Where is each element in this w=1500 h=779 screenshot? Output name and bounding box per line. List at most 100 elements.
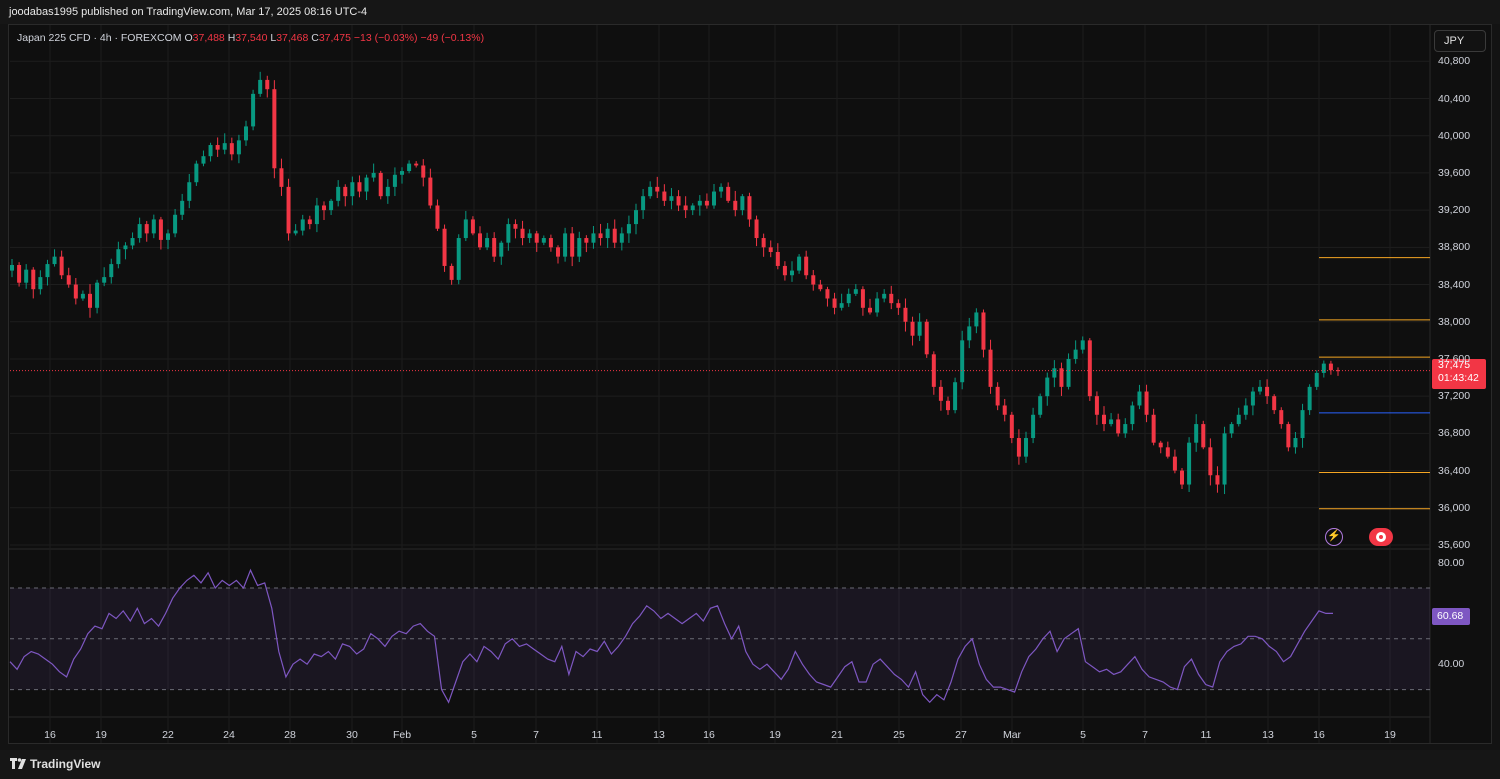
candle-body: [456, 238, 461, 280]
candle-body: [804, 256, 809, 276]
publisher-text: joodabas1995 published on TradingView.co…: [9, 6, 368, 18]
candle-body: [960, 340, 965, 383]
candle-body: [1165, 447, 1170, 457]
time-tick-label: 19: [769, 729, 781, 741]
candle-body: [24, 269, 29, 283]
candle-body: [492, 238, 497, 257]
currency-button[interactable]: JPY: [1434, 30, 1486, 52]
footer-brand: TradingView: [30, 757, 101, 771]
publisher-bar: joodabas1995 published on TradingView.co…: [0, 0, 1500, 24]
candle-body: [88, 293, 92, 308]
candle-body: [527, 233, 532, 239]
candle-body: [166, 233, 170, 240]
price-tick-label: 39,200: [1438, 204, 1471, 217]
price-tick-label: 37,200: [1438, 390, 1471, 403]
candle-body: [470, 219, 475, 234]
candle-body: [1016, 438, 1021, 457]
time-tick-label: 25: [893, 729, 905, 741]
candle-body: [392, 174, 397, 187]
candle-body: [109, 264, 114, 278]
candle-body: [1336, 370, 1340, 372]
candle-body: [364, 177, 369, 192]
candle-body: [258, 79, 263, 94]
candle-body: [818, 284, 823, 290]
candle-body: [1265, 386, 1270, 397]
time-tick-label: 11: [591, 729, 603, 741]
candle-body: [173, 214, 178, 234]
candle-body: [17, 265, 22, 283]
candle-body: [563, 233, 568, 257]
candle-body: [73, 284, 78, 299]
candle-body: [988, 349, 993, 387]
candle-body: [442, 228, 447, 266]
candle-body: [1321, 363, 1326, 373]
time-tick-label: 27: [955, 729, 967, 741]
candle-body: [1293, 438, 1298, 448]
candle-body: [889, 293, 894, 304]
record-icon[interactable]: [1369, 528, 1393, 546]
candle-body: [1194, 424, 1199, 443]
candle-body: [782, 265, 787, 276]
candle-body: [882, 293, 887, 299]
candle-body: [726, 186, 731, 201]
candle-body: [506, 224, 511, 243]
candle-body: [66, 275, 71, 285]
candle-body: [520, 228, 525, 239]
candle-body: [1243, 405, 1248, 415]
candle-body: [1158, 442, 1163, 448]
candle-body: [201, 156, 206, 164]
candle-body: [265, 79, 270, 90]
candle-body: [158, 219, 163, 240]
price-tick-label: 38,400: [1438, 278, 1471, 291]
candle-body: [917, 321, 922, 336]
time-tick-label: 19: [95, 729, 107, 741]
candle-body: [676, 196, 681, 206]
candle-body: [329, 200, 334, 211]
price-tick-label: 35,600: [1438, 539, 1471, 551]
candle-body: [137, 224, 142, 239]
candle-body: [591, 233, 596, 243]
rsi-line: [9, 568, 1333, 704]
candle-body: [697, 200, 702, 206]
candle-body: [1024, 438, 1028, 457]
candle-body: [229, 143, 234, 155]
lightning-icon[interactable]: ⚡: [1325, 528, 1343, 546]
price-tick-label: 38,000: [1438, 315, 1471, 328]
candle-body: [775, 251, 780, 266]
candle-body: [1094, 396, 1099, 415]
candle-body: [1045, 377, 1050, 397]
candle-body: [896, 303, 901, 308]
candle-body: [236, 140, 241, 155]
candle-body: [300, 219, 305, 231]
rsi-tick-label: 80.00: [1438, 556, 1465, 569]
candle-body: [180, 200, 185, 215]
candle-body: [385, 186, 390, 197]
candle-body: [343, 186, 348, 197]
candle-body: [712, 191, 716, 206]
candle-body: [1286, 424, 1291, 448]
candle-body: [761, 238, 766, 248]
candle-body: [626, 224, 631, 234]
candle-body: [1208, 447, 1213, 476]
candle-body: [690, 205, 695, 211]
candle-body: [1137, 391, 1142, 406]
candle-body: [378, 172, 383, 197]
candle-body: [293, 230, 298, 234]
candle-body: [853, 289, 858, 294]
candle-body: [1080, 340, 1085, 350]
candle-body: [534, 233, 539, 243]
candle-body: [719, 186, 724, 192]
candle-body: [598, 233, 603, 239]
price-tick-label: 40,400: [1438, 92, 1471, 105]
candle-body: [641, 196, 646, 211]
chart-frame[interactable]: [8, 24, 1492, 744]
candle-body: [1180, 470, 1184, 485]
candle-body: [336, 186, 341, 201]
candle-body: [144, 224, 149, 234]
symbol-name: Japan 225 CFD · 4h · FOREXCOM: [17, 32, 182, 44]
candle-body: [584, 238, 589, 243]
low-value: 37,468: [276, 32, 309, 44]
footer-bar: TradingView: [0, 750, 1500, 779]
candle-body: [797, 256, 802, 271]
